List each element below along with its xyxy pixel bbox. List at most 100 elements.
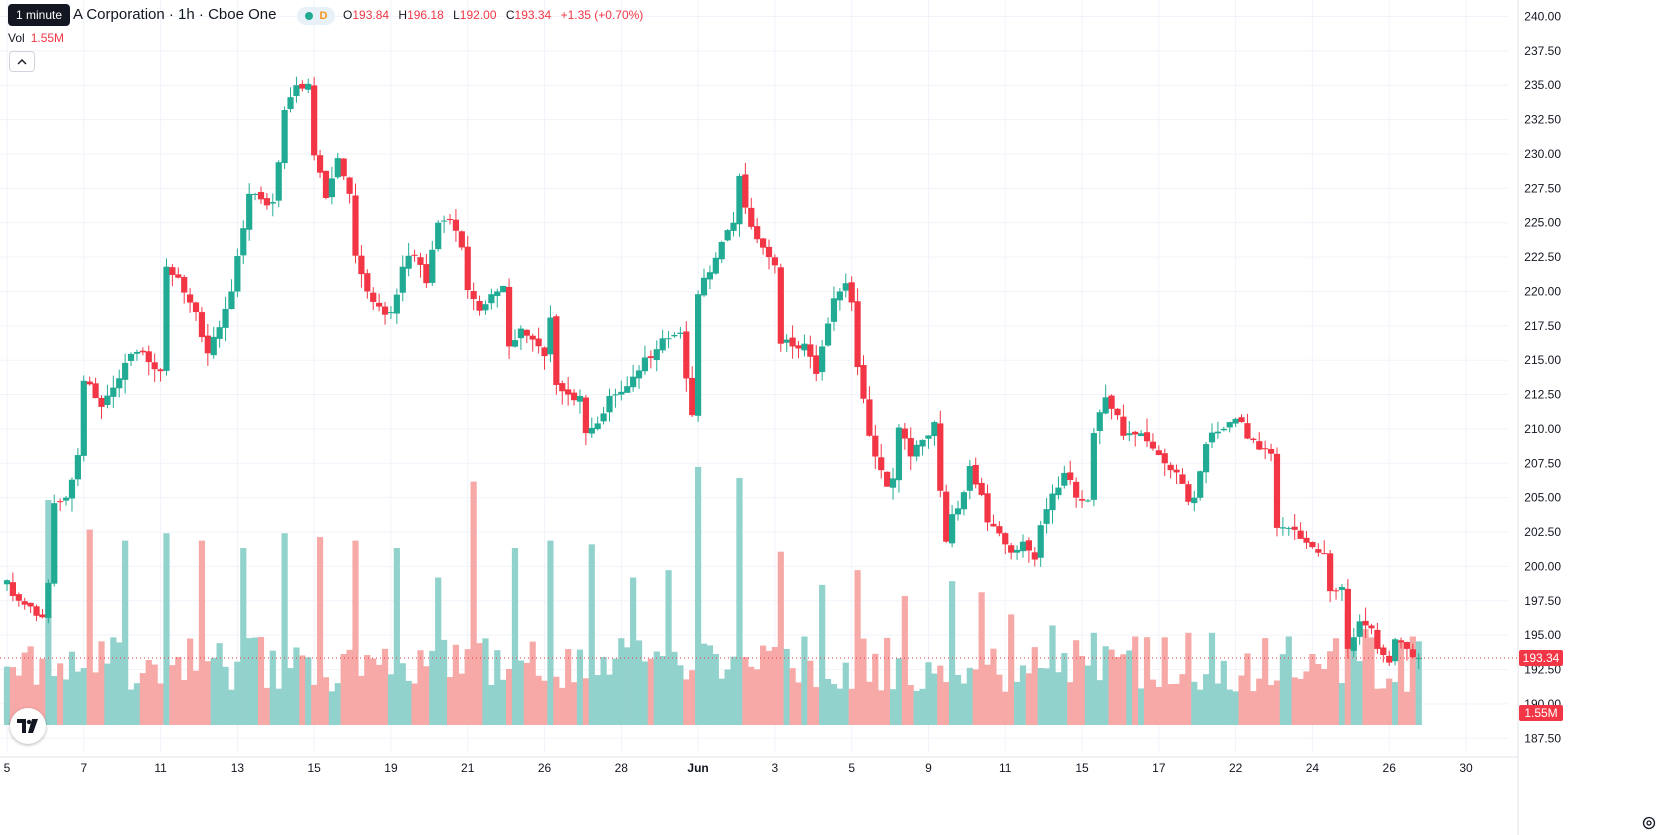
volume-bar (712, 653, 719, 725)
candle-body (718, 241, 725, 260)
volume-bar (813, 687, 820, 725)
volume-bar (446, 677, 454, 725)
volume-bar (116, 642, 123, 725)
volume-value: 1.55M (30, 31, 65, 45)
price-tick-10: 215.00 (1524, 353, 1561, 367)
volume-bar (1084, 665, 1092, 725)
time-axis[interactable]: 5 7 11 13 15 19 21 26 28 Jun 3 5 9 11 15 17 22 24 26 30 (0, 756, 1518, 775)
candle-body (943, 491, 950, 542)
candle-body (1120, 416, 1127, 436)
grid-lines (0, 0, 1508, 752)
candle-body (80, 380, 87, 456)
volume-bar (913, 690, 920, 725)
volume-bar (1149, 679, 1157, 725)
candle-body (1273, 453, 1281, 528)
candle-body (240, 228, 247, 256)
volume-bar (1238, 675, 1245, 725)
candle-body (86, 381, 93, 385)
candle-body (145, 351, 152, 363)
candle-body (635, 370, 643, 379)
candle-body (925, 435, 932, 439)
candle-body (671, 334, 678, 337)
volume-bar (145, 660, 152, 725)
price-axis[interactable]: 240.00 237.50 235.00 232.50 230.00 227.50 225.… (1517, 0, 1563, 835)
volume-bar (677, 665, 684, 725)
close-key: C (505, 8, 515, 22)
volume-bar (1090, 632, 1097, 725)
volume-bar (854, 570, 861, 725)
candle-body (653, 349, 660, 360)
candle-body (689, 377, 696, 416)
status-badges[interactable]: D (297, 7, 335, 25)
volume-bar (127, 689, 135, 725)
volume-bar (33, 684, 40, 725)
volume-bar (1043, 668, 1050, 725)
volume-bar (210, 657, 217, 725)
time-tick-1: 7 (80, 761, 87, 775)
low-value: 192.00 (459, 8, 497, 22)
candle-body (74, 455, 81, 480)
price-tick-4: 230.00 (1524, 147, 1561, 161)
volume-bar (872, 653, 879, 725)
candle-body (748, 207, 755, 227)
symbol-title[interactable]: A Corporation · 1h · Cboe One (73, 6, 277, 23)
volume-bar (340, 653, 347, 725)
volume-bar (689, 670, 696, 725)
market-status-badge[interactable]: D (297, 7, 335, 25)
volume-bar (305, 657, 312, 725)
candle-body (1409, 649, 1416, 658)
candle-body (151, 362, 158, 370)
volume-bar (695, 466, 702, 725)
volume-bar (322, 677, 330, 725)
open-key: O (343, 8, 353, 22)
volume-bar (27, 646, 34, 725)
time-tick-3: 13 (231, 761, 245, 775)
candle-body (1392, 639, 1399, 662)
time-tick-0: 5 (4, 761, 11, 775)
volume-bar (582, 678, 589, 725)
volume-bar (730, 656, 737, 725)
volume-bar (299, 655, 306, 725)
collapse-legend-button[interactable] (9, 51, 35, 72)
candle-body (1155, 450, 1162, 456)
volume-bar (334, 683, 341, 725)
volume-bar (246, 638, 253, 725)
volume-bar (1332, 638, 1340, 725)
volume-bar (151, 664, 158, 725)
time-tick-6: 21 (461, 761, 475, 775)
volume-bar (576, 649, 584, 725)
volume-bar (1273, 680, 1281, 725)
time-tick-16: 22 (1229, 761, 1243, 775)
volume-bar (505, 668, 513, 725)
candle-body (364, 273, 371, 292)
volume-bar (293, 647, 300, 725)
candle-body (1397, 640, 1405, 643)
volume-bar (1120, 654, 1127, 725)
candle-body (641, 357, 649, 372)
candle-body (954, 508, 962, 515)
candle-body (1226, 422, 1233, 428)
candle-body (517, 328, 524, 339)
candle-body (665, 338, 672, 340)
candle-body (783, 339, 790, 343)
tradingview-logo-icon[interactable] (10, 708, 46, 744)
volume-bar (399, 663, 406, 725)
volume-bar (1019, 665, 1027, 725)
gear-icon[interactable] (1641, 815, 1657, 831)
volume-bar (824, 678, 832, 725)
volume-bar (742, 656, 749, 725)
candle-body (1167, 464, 1174, 471)
candle-body (1250, 438, 1257, 441)
price-tick-8: 220.00 (1524, 284, 1561, 298)
volume-bar (889, 689, 897, 725)
volume-bar (1303, 671, 1310, 725)
volume-bar (1167, 684, 1174, 725)
candle-body (884, 471, 891, 487)
low-key: L (453, 8, 460, 22)
volume-bar (819, 584, 826, 725)
volume-bar (104, 663, 111, 725)
volume-bar (1049, 625, 1056, 725)
price-tick-5: 227.50 (1524, 181, 1561, 195)
volume-bar (1350, 642, 1357, 725)
